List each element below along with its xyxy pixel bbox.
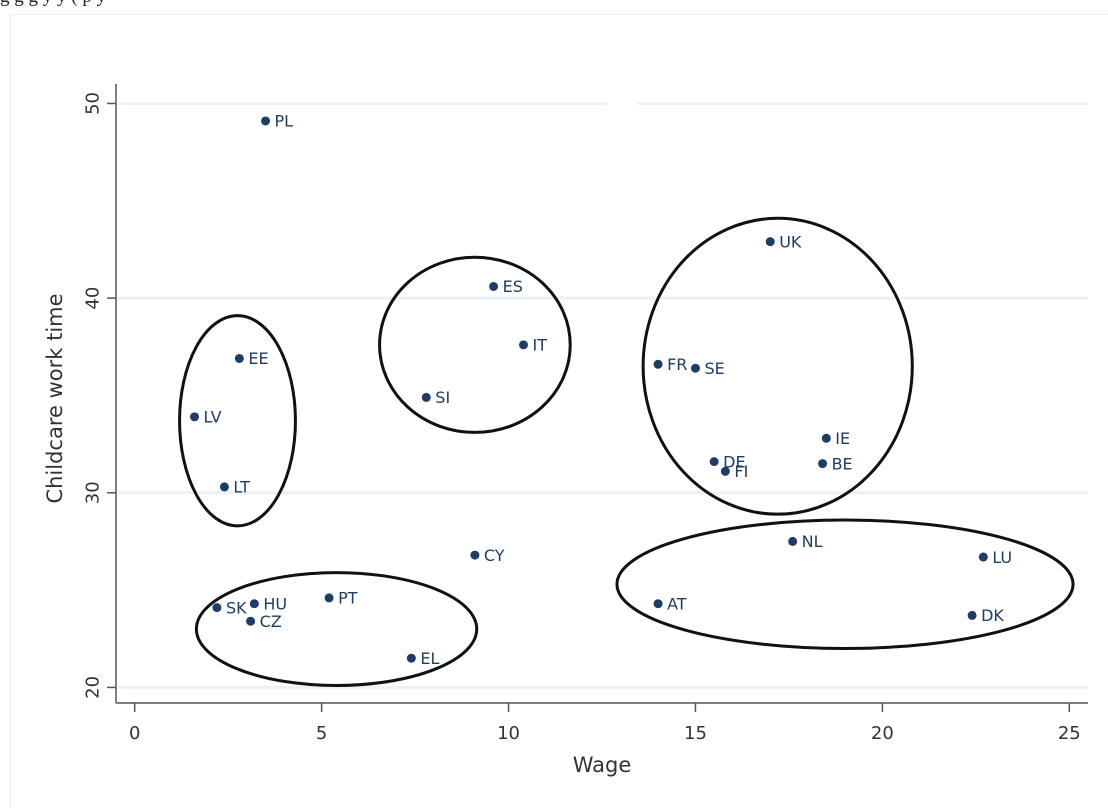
point-label-cz: CZ — [260, 612, 282, 631]
point-pt — [324, 593, 334, 603]
point-label-it: IT — [532, 336, 547, 355]
point-cy — [470, 550, 480, 560]
point-ie — [821, 433, 831, 443]
point-hu — [249, 599, 259, 609]
point-lt — [219, 482, 229, 492]
y-tick-label: 50 — [82, 92, 103, 115]
caption-fragment: g g g y y ( p y — [0, 0, 1108, 8]
point-it — [518, 340, 528, 350]
axes — [115, 84, 1088, 704]
point-lv — [190, 412, 200, 422]
x-axis-title: Wage — [573, 753, 632, 777]
point-label-el: EL — [420, 649, 439, 668]
point-at — [653, 599, 663, 609]
point-label-dk: DK — [981, 606, 1004, 625]
point-es — [489, 281, 499, 291]
point-fr — [653, 359, 663, 369]
cluster-ellipse-sk-hu-cz-pt-el — [194, 571, 479, 687]
point-si — [421, 392, 431, 402]
x-tick-label: 5 — [316, 723, 327, 744]
y-tick-label: 40 — [82, 287, 103, 310]
y-axis-title: Childcare work time — [43, 293, 67, 503]
point-be — [818, 459, 828, 469]
point-lu — [978, 552, 988, 562]
point-label-si: SI — [435, 388, 450, 407]
x-tick-label: 25 — [1058, 723, 1081, 744]
grid-gap — [607, 100, 637, 107]
point-pl — [261, 116, 271, 126]
point-label-hu: HU — [263, 594, 287, 613]
x-tick-label: 10 — [497, 723, 520, 744]
point-label-ie: IE — [835, 429, 850, 448]
point-label-fr: FR — [667, 355, 687, 374]
point-label-pl: PL — [275, 112, 294, 131]
point-sk — [212, 603, 222, 613]
plot-frame — [10, 14, 1108, 808]
point-label-at: AT — [667, 594, 687, 613]
point-cz — [246, 616, 256, 626]
point-label-de: DE — [723, 452, 745, 471]
point-nl — [788, 536, 798, 546]
point-label-sk: SK — [226, 598, 247, 617]
x-tick-label: 20 — [871, 723, 894, 744]
point-label-lv: LV — [204, 408, 222, 427]
point-label-lt: LT — [233, 478, 250, 497]
cluster-ellipse-uk-fr-se-ie-de-be-fi — [641, 216, 914, 516]
data-points: PL UK ES IT EE FR SE SI LV IE DE BE FI LT NL CY LU PT AT HU… — [190, 112, 1012, 668]
point-uk — [765, 237, 775, 247]
y-tick-label: 30 — [82, 481, 103, 504]
axis-ticks: 20 30 40 50 0 5 10 15 20 25 — [82, 92, 1080, 744]
point-label-uk: UK — [779, 232, 802, 251]
point-label-pt: PT — [338, 589, 358, 608]
point-label-fi: FI — [734, 462, 748, 481]
cluster-ellipse-es-it-si — [378, 255, 572, 434]
cluster-ellipse-ee-lv-lt — [178, 314, 297, 528]
point-label-se: SE — [704, 359, 724, 378]
point-label-ee: EE — [248, 349, 268, 368]
cluster-ellipses — [178, 216, 1075, 687]
point-label-es: ES — [503, 277, 523, 296]
point-label-nl: NL — [802, 532, 823, 551]
x-tick-label: 15 — [684, 723, 707, 744]
point-fi — [720, 466, 730, 476]
x-tick-label: 0 — [129, 723, 140, 744]
point-se — [690, 363, 700, 373]
cluster-ellipse-nl-at-lu-dk — [615, 518, 1075, 650]
point-el — [406, 653, 416, 663]
point-label-be: BE — [832, 454, 853, 473]
y-tick-label: 20 — [82, 676, 103, 699]
point-ee — [234, 353, 244, 363]
point-label-lu: LU — [992, 548, 1012, 567]
point-dk — [967, 610, 977, 620]
point-de — [709, 457, 719, 467]
point-label-cy: CY — [484, 546, 505, 565]
